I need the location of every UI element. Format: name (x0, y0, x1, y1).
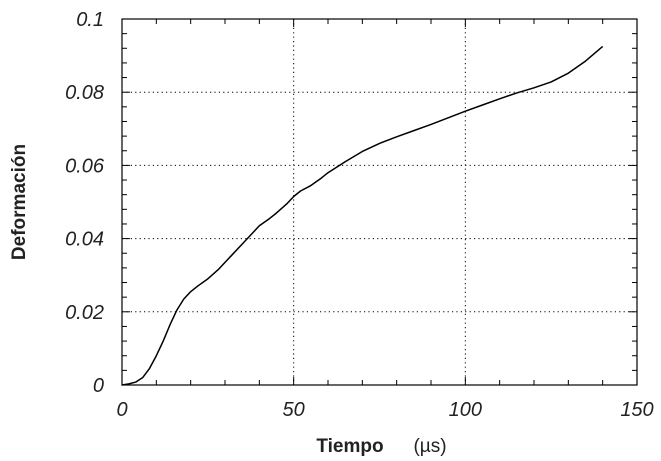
y-tick-label: 0.06 (65, 155, 105, 177)
minor-ticks (121, 18, 638, 386)
x-axis-unit: (µs) (413, 436, 446, 457)
x-tick-label: 0 (116, 399, 127, 421)
y-tick-label: 0.02 (65, 302, 104, 324)
y-tick-label: 0 (93, 375, 104, 397)
x-axis-title: Tiempo (316, 436, 383, 457)
x-tick-labels: 0 50 100 150 (116, 399, 653, 421)
x-tick-label: 50 (283, 399, 305, 421)
series-layer (121, 45, 604, 386)
y-tick-label: 0.08 (65, 82, 104, 104)
series-line-0 (121, 45, 604, 386)
y-axis-title: Deformación (9, 144, 30, 260)
y-tick-label: 0.1 (76, 9, 104, 31)
grid (122, 19, 637, 385)
y-tick-labels: 0 0.02 0.04 0.06 0.08 0.1 (65, 9, 105, 397)
x-tick-label: 100 (449, 399, 482, 421)
plot-frame (121, 18, 638, 386)
x-tick-label: 150 (620, 399, 653, 421)
y-tick-label: 0.04 (65, 229, 104, 251)
